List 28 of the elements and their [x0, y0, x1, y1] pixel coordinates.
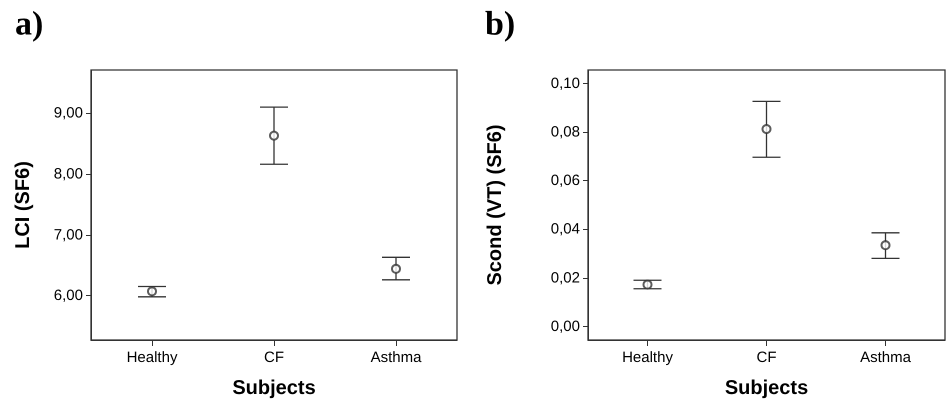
x-axis-title: Subjects: [232, 377, 316, 399]
x-tick-label: CF: [264, 349, 284, 366]
y-tick-label: 9,00: [54, 104, 83, 122]
y-tick-label: 8,00: [54, 165, 83, 182]
point: [642, 280, 652, 290]
point: [269, 130, 279, 141]
x-tick-label: Asthma: [860, 349, 912, 366]
point: [762, 124, 772, 134]
y-tick-label: 0,08: [550, 123, 580, 140]
x-tick-label: CF: [756, 349, 776, 366]
y-tick-label: 6,00: [54, 287, 83, 304]
x-tick-label: Asthma: [370, 349, 422, 366]
chart-title: b): [485, 6, 516, 42]
y-axis-title: Scond (VT) (SF6): [484, 124, 506, 286]
y-tick-label: 0,06: [550, 172, 580, 190]
x-tick-label: Healthy: [126, 349, 178, 366]
chart-title: a): [15, 6, 44, 42]
y-tick-label: 7,00: [54, 226, 83, 244]
y-tick-label: 0,02: [550, 269, 580, 286]
point: [880, 240, 890, 250]
point: [391, 264, 401, 274]
y-tick-label: 0,04: [550, 220, 580, 238]
x-axis-title: Subjects: [724, 377, 808, 399]
y-tick-label: 0,10: [550, 74, 580, 92]
point: [147, 286, 157, 296]
x-tick-label: Healthy: [622, 349, 674, 366]
y-tick-label: 0,00: [550, 318, 580, 335]
y-axis-title: LCI (SF6): [12, 161, 34, 249]
